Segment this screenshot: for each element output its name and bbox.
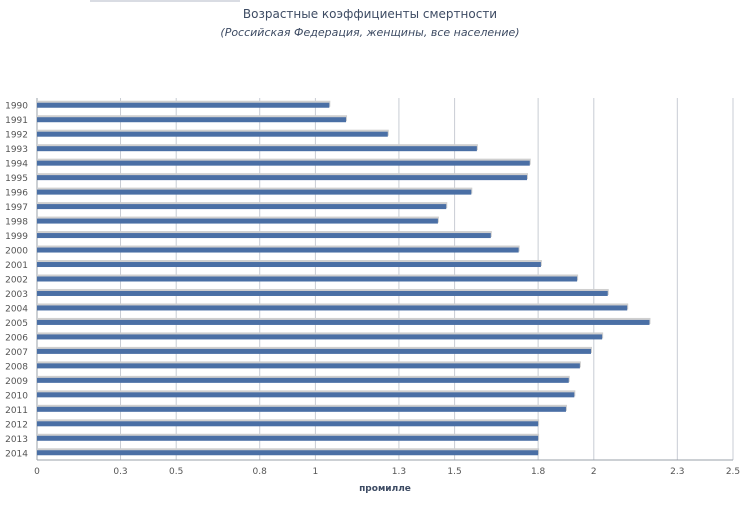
x-tick-label: 2.3	[670, 467, 684, 477]
x-tick-label: 1.3	[392, 467, 406, 477]
y-tick-label: 2003	[5, 290, 28, 300]
y-tick-label: 2007	[5, 348, 28, 358]
y-tick-label: 2010	[5, 391, 28, 401]
bar	[37, 348, 592, 354]
bar	[37, 262, 541, 268]
y-tick-label: 1994	[5, 160, 28, 170]
bar	[37, 334, 603, 340]
bar	[37, 218, 438, 224]
x-tick-label: 0.8	[253, 467, 268, 477]
y-tick-label: 2009	[5, 377, 28, 387]
bar	[37, 305, 628, 311]
bar	[37, 421, 539, 427]
bar	[37, 392, 575, 398]
bar	[37, 276, 578, 282]
x-tick-label: 2.5	[726, 467, 740, 477]
y-tick-label: 1993	[5, 145, 28, 155]
bar	[37, 117, 347, 123]
bar	[37, 131, 388, 137]
bar	[37, 247, 519, 253]
bar	[37, 377, 569, 383]
x-tick-label: 1	[313, 467, 319, 477]
y-tick-label: 2013	[5, 435, 28, 445]
y-tick-label: 2011	[5, 406, 28, 416]
bar	[37, 450, 539, 456]
y-tick-label: 2000	[5, 247, 28, 257]
bar	[37, 233, 491, 239]
y-tick-label: 1995	[5, 174, 28, 184]
y-tick-labels: 1990 1991 1992 1993 1994 1995 1996 1997 1998 1999…	[5, 102, 28, 460]
y-tick-label: 1991	[5, 116, 28, 126]
x-tick-label: 2	[591, 467, 597, 477]
x-tick-label: 1.5	[447, 467, 461, 477]
bars	[37, 100, 651, 456]
bar	[37, 319, 650, 325]
bar	[37, 363, 580, 369]
bar	[37, 435, 539, 441]
bar	[37, 146, 477, 152]
x-tick-label: 0.3	[113, 467, 127, 477]
y-tick-label: 1998	[5, 218, 28, 228]
y-tick-label: 1996	[5, 189, 28, 199]
bar	[37, 204, 447, 210]
bar	[37, 102, 330, 108]
x-axis-label: промилле	[359, 484, 411, 494]
y-tick-label: 1990	[5, 102, 28, 112]
y-tick-label: 2001	[5, 261, 28, 271]
y-tick-label: 2002	[5, 276, 28, 286]
y-tick-label: 2006	[5, 333, 28, 343]
y-tick-label: 2005	[5, 319, 28, 329]
bar	[37, 290, 608, 296]
x-tick-label: 0	[34, 467, 40, 477]
y-tick-label: 2008	[5, 362, 28, 372]
y-tick-label: 1999	[5, 232, 28, 242]
y-tick-label: 2014	[5, 449, 28, 459]
bar	[37, 160, 530, 166]
y-tick-label: 2004	[5, 304, 28, 314]
x-tick-labels: 0 0.3 0.5 0.8 1 1.3 1.5 1.8 2 2.3 2.5	[34, 467, 740, 477]
chart-subtitle: (Российская Федерация, женщины, все насе…	[220, 26, 520, 39]
top-divider	[90, 0, 240, 2]
bar	[37, 175, 527, 181]
x-tick-label: 1.8	[531, 467, 546, 477]
y-tick-label: 1997	[5, 203, 28, 213]
chart-title: Возрастные коэффициенты смертности	[242, 7, 498, 21]
y-tick-label: 1992	[5, 131, 28, 141]
bar	[37, 406, 566, 412]
bar	[37, 189, 472, 195]
y-tick-label: 2012	[5, 420, 28, 430]
x-tick-label: 0.5	[169, 467, 183, 477]
